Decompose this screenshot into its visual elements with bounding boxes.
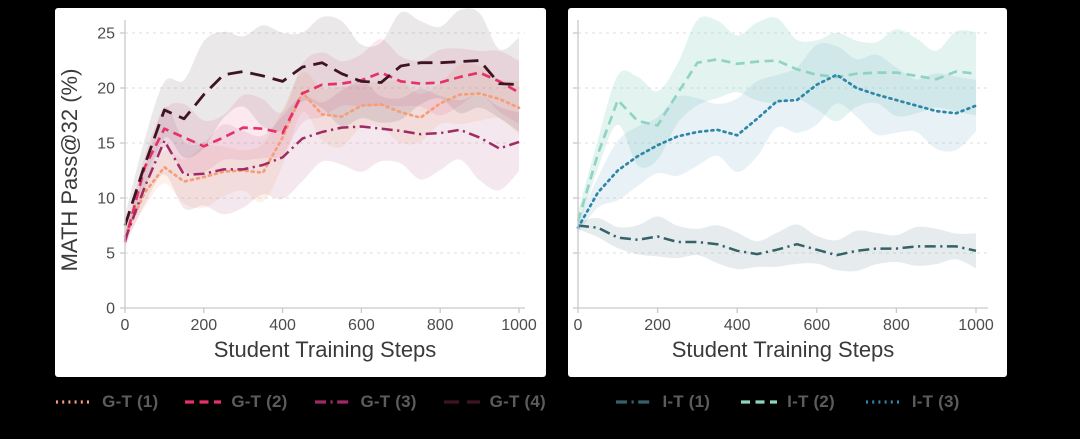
it3-line-swatch-icon: [865, 400, 902, 404]
series-lines: [123, 59, 521, 243]
y-tick-label: 15: [97, 136, 115, 153]
line-G-T (3): [123, 125, 520, 241]
legend-item-it2: I-T (2): [740, 392, 835, 412]
band-G-T (2): [125, 39, 519, 250]
legend-label-it3: I-T (3): [911, 392, 960, 411]
legend-label-gt4: G-T (4): [489, 392, 546, 411]
x-tick-label: 0: [121, 317, 130, 334]
axes: 0 200 400 600 800 1000: [573, 20, 994, 334]
legend-item-it1: I-T (1): [615, 392, 710, 412]
y-axis-title: MATH Pass@32 (%): [57, 69, 82, 272]
axes: 0 5 10 15 20 25 0 200 400 600 800 1000: [97, 20, 537, 334]
gt3-line-swatch-icon: [314, 400, 351, 404]
legend-item-gt4: G-T (4): [443, 392, 546, 412]
subplot-right-it: 0 200 400 600 800 1000 Student Training Steps: [568, 8, 1007, 377]
line-I-T (3): [576, 73, 978, 230]
line-I-T (1): [577, 224, 977, 257]
legend-item-gt3: G-T (3): [314, 392, 417, 412]
y-tick-label: 25: [97, 26, 115, 43]
subplot-left-gt: 0 5 10 15 20 25 0 200 400 600 800 1000 Student Train…: [55, 8, 546, 377]
band-I-T (1): [578, 216, 976, 272]
x-tick-label: 400: [269, 317, 296, 334]
legend-label-it1: I-T (1): [662, 392, 711, 411]
legend-label-gt1: G-T (1): [102, 392, 159, 411]
it2-line-swatch-icon: [741, 400, 778, 404]
x-axis-title: Student Training Steps: [672, 337, 895, 362]
band-G-T (4): [125, 8, 519, 236]
line-G-T (1): [123, 91, 521, 238]
legend-right-it: I-T (1) I-T (2) I-T (3): [568, 386, 1007, 418]
x-tick-label: 1000: [501, 317, 537, 334]
legend-label-it2: I-T (2): [787, 392, 835, 411]
it1-line-swatch-icon: [616, 400, 653, 404]
x-tick-label: 200: [190, 317, 217, 334]
legend-label-gt2: G-T (2): [231, 392, 288, 411]
legend-label-gt3: G-T (3): [360, 392, 417, 411]
line-G-T (4): [123, 59, 520, 226]
x-tick-label: 600: [348, 317, 375, 334]
confidence-bands: [578, 16, 976, 272]
y-tick-label: 10: [97, 191, 115, 208]
band-I-T (2): [578, 16, 976, 231]
y-tick-label: 0: [106, 301, 115, 318]
legend-item-gt2: G-T (2): [184, 392, 287, 412]
line-I-T (2): [576, 58, 977, 222]
x-tick-label: 0: [574, 317, 583, 334]
confidence-bands: [125, 8, 519, 250]
x-tick-label: 800: [427, 317, 454, 334]
line-G-T (2): [123, 71, 520, 243]
y-tick-label: 20: [97, 81, 115, 98]
band-I-T (3): [578, 42, 976, 234]
gt4-line-swatch-icon: [443, 400, 480, 404]
gt2-line-swatch-icon: [185, 400, 222, 404]
legend-left-gt: G-T (1) G-T (2) G-T (3) G-T (4): [55, 386, 546, 418]
chart-left-gt: 0 5 10 15 20 25 0 200 400 600 800 1000 Student Train…: [57, 8, 537, 362]
y-tick-label: 5: [106, 246, 115, 263]
band-G-T (1): [125, 63, 519, 243]
x-tick-label: 200: [644, 317, 671, 334]
chart-right-it: 0 200 400 600 800 1000 Student Training Steps: [573, 16, 994, 362]
x-tick-label: 1000: [958, 317, 994, 334]
series-lines: [576, 58, 978, 257]
x-tick-label: 400: [724, 317, 751, 334]
gridlines: [578, 32, 988, 254]
legend-item-it3: I-T (3): [865, 392, 960, 412]
x-tick-label: 800: [883, 317, 910, 334]
legend-item-gt1: G-T (1): [55, 392, 158, 412]
band-G-T (3): [125, 81, 519, 247]
x-tick-label: 600: [803, 317, 830, 334]
gt1-line-swatch-icon: [56, 400, 93, 404]
x-axis-title: Student Training Steps: [214, 337, 437, 362]
